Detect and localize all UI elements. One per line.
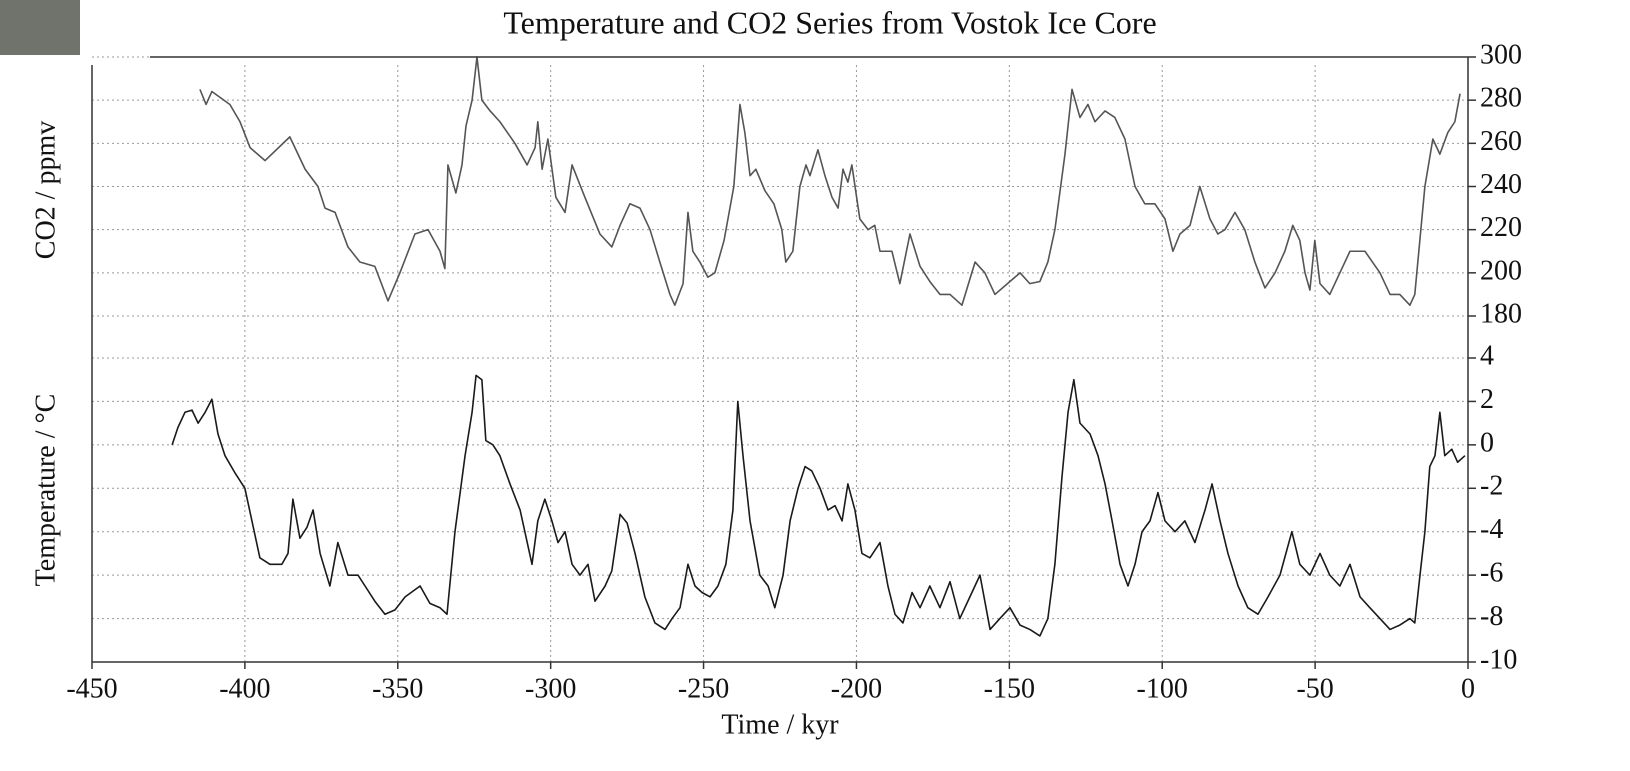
y-tick-label: 2 bbox=[1480, 384, 1494, 415]
data-line bbox=[199, 56, 1461, 307]
y-tick-label: 260 bbox=[1480, 126, 1522, 157]
y-tick-label: 200 bbox=[1480, 255, 1522, 286]
y-tick-label: 180 bbox=[1480, 298, 1522, 329]
thumbnail bbox=[0, 0, 80, 55]
x-tick-label: -200 bbox=[831, 673, 882, 704]
grid bbox=[91, 56, 1476, 669]
x-axis-label: Time / kyr bbox=[721, 709, 839, 740]
x-tick-label: -450 bbox=[66, 673, 117, 704]
y-tick-label: -6 bbox=[1480, 558, 1503, 589]
x-tick-label: -250 bbox=[678, 673, 729, 704]
chart-title: Temperature and CO2 Series from Vostok I… bbox=[503, 4, 1156, 40]
y-tick-label: 4 bbox=[1480, 340, 1494, 371]
y-axis-label: CO2 / ppmv bbox=[30, 121, 61, 259]
y-tick-label: -8 bbox=[1480, 601, 1503, 632]
y-tick-label: 0 bbox=[1480, 427, 1494, 458]
y-tick-label: 300 bbox=[1480, 39, 1522, 70]
x-tick-label: -400 bbox=[219, 673, 270, 704]
y-tick-label: 240 bbox=[1480, 169, 1522, 200]
y-tick-label: -4 bbox=[1480, 514, 1503, 545]
plot bbox=[171, 56, 1466, 637]
data-line bbox=[171, 374, 1466, 637]
x-tick-label: -100 bbox=[1137, 673, 1188, 704]
y-tick-label: 220 bbox=[1480, 212, 1522, 243]
y-tick-label: -2 bbox=[1480, 471, 1503, 502]
y-tick-label: -10 bbox=[1480, 644, 1517, 675]
x-tick-label: -300 bbox=[525, 673, 576, 704]
x-tick-label: -150 bbox=[984, 673, 1035, 704]
x-tick-label: 0 bbox=[1461, 673, 1475, 704]
x-tick-label: -50 bbox=[1296, 673, 1333, 704]
x-tick-label: -350 bbox=[372, 673, 423, 704]
y-tick-label: 280 bbox=[1480, 83, 1522, 114]
y-axis-label: Temperature / °C bbox=[30, 394, 61, 587]
